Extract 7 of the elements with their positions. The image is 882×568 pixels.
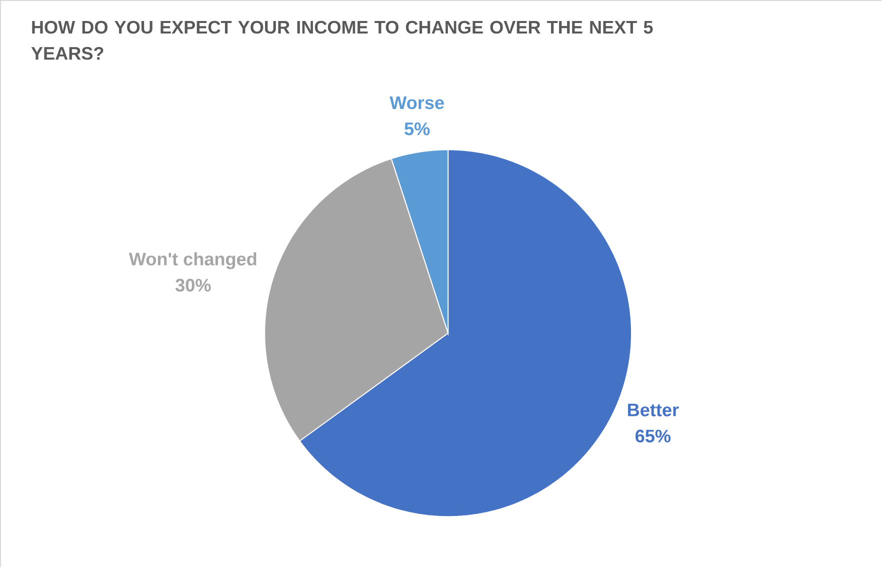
data-label: 5% [404,122,430,136]
data-label: 65% [636,430,671,443]
slice-label: Won't changed [128,252,256,270]
slice-label: Worse [390,96,444,110]
slice-label: Better [628,404,679,417]
chart-title: HOW DO YOU EXPECT YOUR INCOME TO CHANGE OVER THE NEXT 5 YEARS? [31,21,653,60]
data-label: 30% [175,279,211,292]
